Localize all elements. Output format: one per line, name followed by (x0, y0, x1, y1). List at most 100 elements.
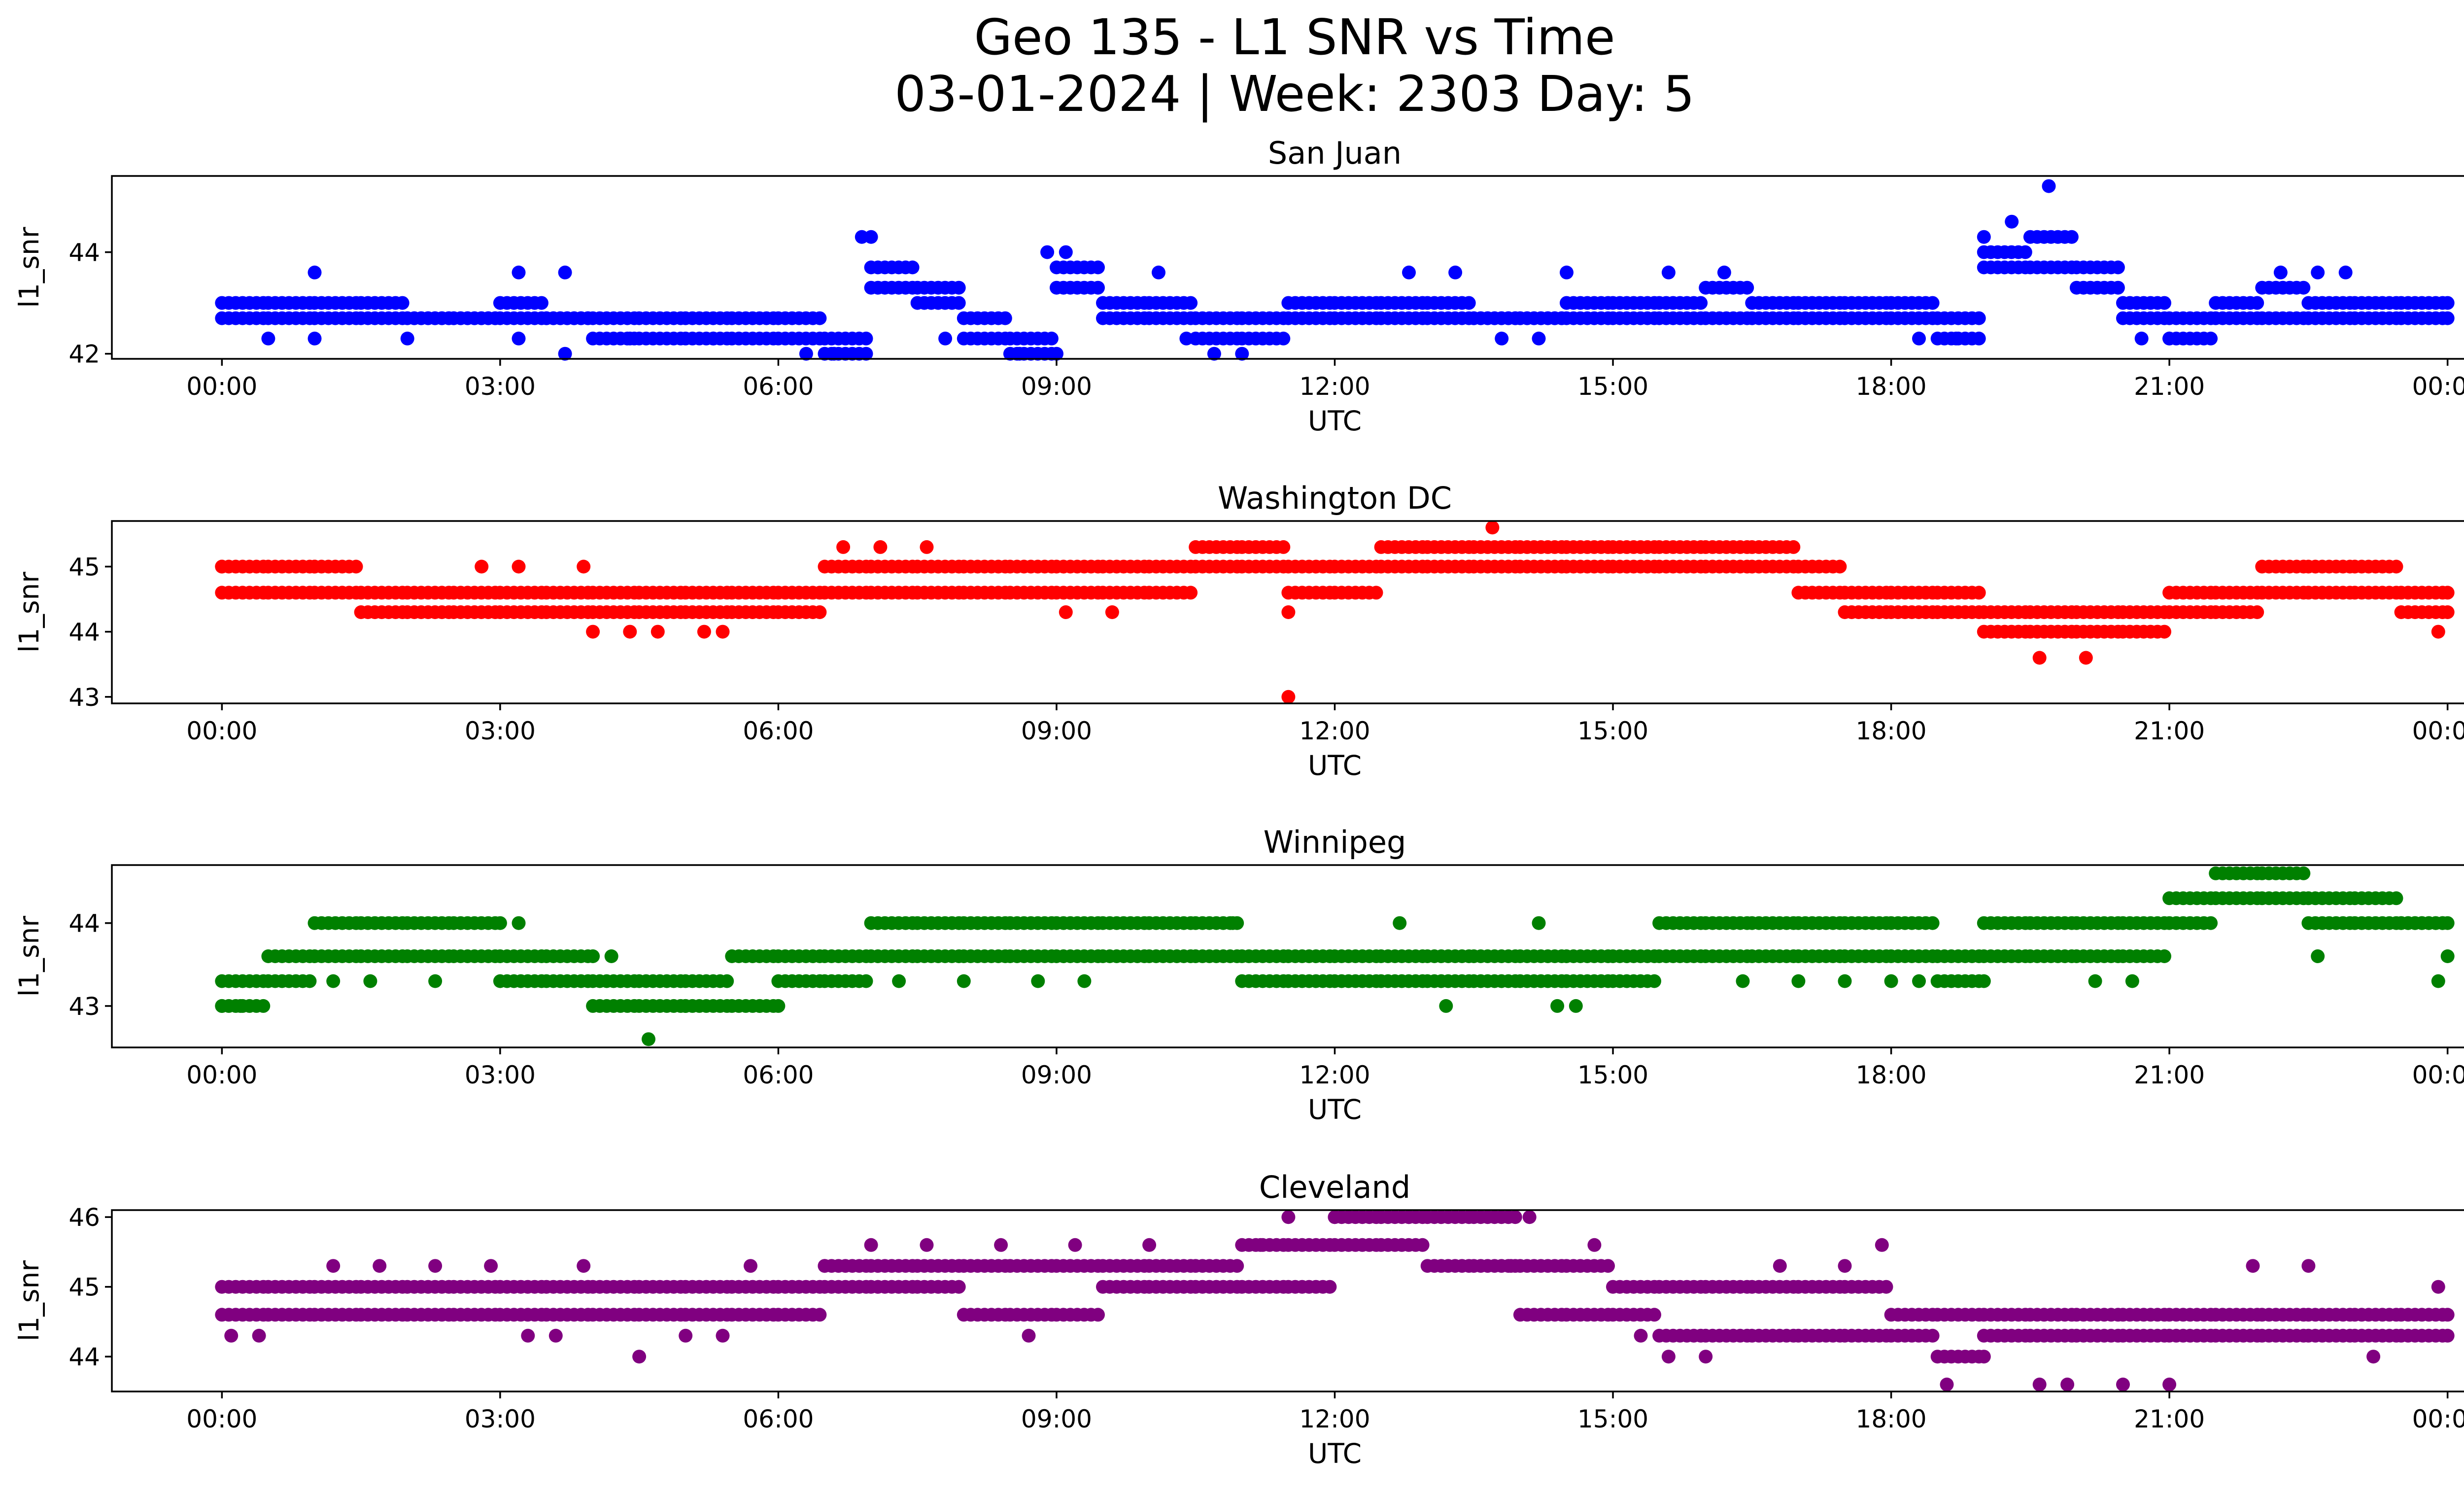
data-point (1031, 974, 1045, 988)
x-tick-label: 09:00 (1021, 717, 1092, 745)
data-point (952, 280, 966, 295)
data-point (1402, 265, 1416, 279)
data-point (706, 331, 720, 346)
data-point (1972, 586, 1986, 600)
data-point (632, 1350, 647, 1364)
data-point (577, 559, 591, 574)
points-san-juan (215, 179, 2455, 361)
data-point (252, 1328, 266, 1343)
data-point (2064, 230, 2079, 244)
data-point (716, 1328, 730, 1343)
data-point (1012, 347, 1027, 361)
data-point (1647, 1308, 1661, 1322)
data-point (1439, 999, 1453, 1013)
data-point (1044, 331, 1059, 346)
data-point (395, 296, 410, 310)
data-point (1560, 265, 1574, 279)
data-point (1276, 540, 1291, 554)
data-point (1059, 245, 1073, 259)
data-point (2273, 265, 2288, 279)
data-point (2250, 605, 2264, 619)
data-point (1504, 1259, 1518, 1273)
data-point (261, 331, 275, 346)
y-tick-label: 45 (68, 1273, 100, 1302)
data-point (604, 949, 618, 963)
data-point (1972, 331, 1986, 346)
data-point (1462, 296, 1476, 310)
data-point (1226, 916, 1240, 930)
data-point (744, 1259, 757, 1273)
data-point (428, 1259, 443, 1273)
x-tick-label: 15:00 (1577, 372, 1648, 401)
data-point (308, 265, 322, 279)
data-point (2440, 586, 2455, 600)
data-point (2162, 1377, 2177, 1391)
data-point (1254, 1238, 1267, 1252)
data-point (521, 1328, 535, 1343)
panel-title-san-juan: San Juan (1268, 135, 1402, 171)
x-axis-label: UTC (1308, 750, 1362, 781)
data-point (1694, 296, 1708, 310)
x-tick-label: 09:00 (1021, 1405, 1092, 1433)
data-point (512, 331, 526, 346)
data-point (1050, 347, 1063, 361)
y-axis-label: l1_snr (13, 1260, 45, 1341)
data-point (2440, 311, 2455, 325)
data-point (1717, 265, 1731, 279)
data-point (952, 296, 966, 310)
data-point (1925, 311, 1940, 325)
data-point (813, 605, 827, 619)
data-point (1875, 1238, 1889, 1252)
data-point (1912, 331, 1926, 346)
data-point (1569, 999, 1583, 1013)
data-point (2079, 651, 2093, 665)
data-point (512, 559, 526, 574)
data-point (1508, 559, 1522, 574)
data-point (215, 999, 229, 1013)
data-point (813, 586, 827, 600)
data-point (1925, 916, 1940, 930)
data-point (920, 1238, 934, 1252)
x-tick-label: 12:00 (1299, 1061, 1370, 1089)
data-point (1532, 331, 1546, 346)
points-cleveland (215, 1210, 2455, 1391)
data-point (428, 974, 443, 988)
x-tick-label: 21:00 (2134, 1061, 2205, 1089)
x-tick-label: 06:00 (743, 1405, 814, 1433)
data-point (1415, 540, 1430, 554)
y-axis-label: l1_snr (13, 227, 45, 308)
data-point (326, 1259, 341, 1273)
data-point (1485, 521, 1500, 535)
data-point (1977, 974, 1991, 988)
subplot: Winnipeg 43 44 00:00 03:00 06:00 09:00 12:00 15:… (13, 824, 2464, 1125)
subplot: San Juan 42 44 00:00 03:00 06:00 09:00 12:00 15:… (13, 135, 2464, 437)
data-point (1179, 331, 1194, 346)
data-point (256, 999, 271, 1013)
data-point (363, 974, 377, 988)
y-tick-label: 43 (68, 683, 100, 712)
data-point (1925, 296, 1940, 310)
data-point (2389, 891, 2403, 905)
data-point (215, 559, 229, 574)
data-point (1323, 1280, 1337, 1294)
data-point (1699, 1350, 1713, 1364)
data-point (892, 974, 906, 988)
data-point (952, 1280, 966, 1294)
data-point (2311, 949, 2325, 963)
data-point (2440, 1308, 2455, 1322)
data-point (308, 559, 322, 574)
data-point (2125, 974, 2139, 988)
data-point (2431, 1280, 2445, 1294)
data-point (1786, 540, 1801, 554)
y-tick-label: 44 (68, 909, 100, 938)
data-point (1184, 559, 1198, 574)
data-point (716, 625, 730, 639)
x-tick-label: 00:00 (186, 1405, 257, 1433)
panel-title-winnipeg: Winnipeg (1264, 824, 1406, 860)
x-tick-label: 00:00 (186, 717, 257, 745)
data-point (2296, 866, 2311, 880)
panel-title-cleveland: Cleveland (1259, 1169, 1410, 1205)
data-point (2440, 605, 2455, 619)
x-tick-label: 00:00 (2412, 372, 2464, 401)
